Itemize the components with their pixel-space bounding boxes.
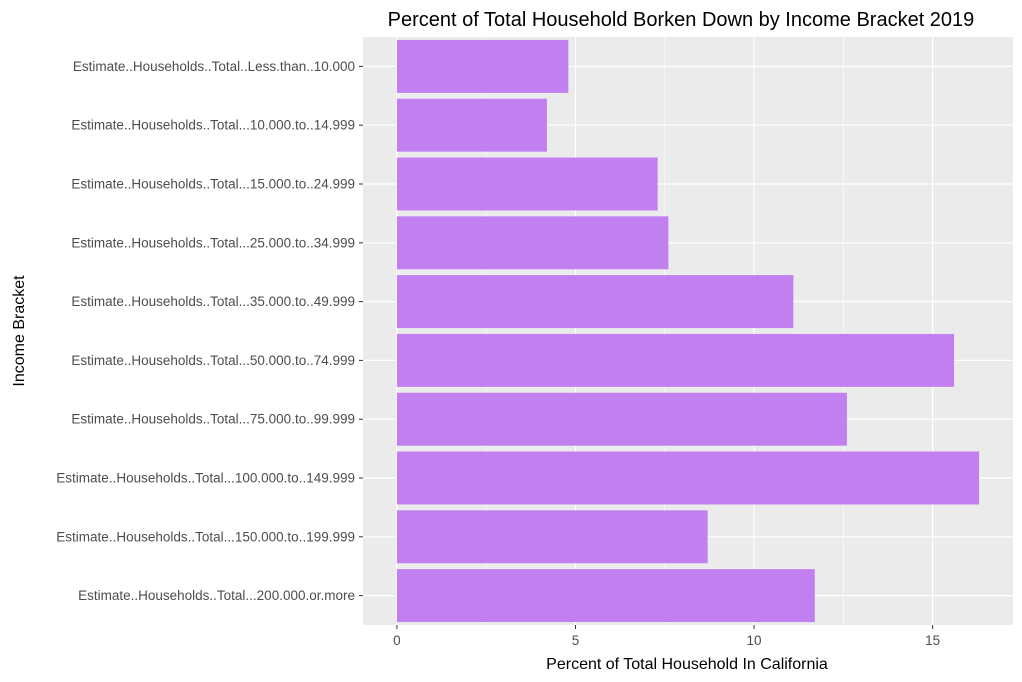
bar	[396, 333, 955, 387]
bar	[396, 451, 980, 505]
x-tick-label: 15	[925, 633, 940, 648]
bar	[396, 569, 815, 623]
bar	[396, 157, 658, 211]
y-tick-label: Estimate..Households..Total...25.000.to.…	[71, 235, 355, 250]
y-tick-label: Estimate..Households..Total...15.000.to.…	[71, 177, 355, 192]
chart-title: Percent of Total Household Borken Down b…	[388, 9, 975, 31]
y-tick-label: Estimate..Households..Total...150.000.to…	[56, 529, 355, 544]
y-tick-label: Estimate..Households..Total...200.000.or…	[78, 588, 355, 603]
y-tick-label: Estimate..Households..Total...100.000.to…	[56, 471, 355, 486]
x-axis: 0 5 10 15	[393, 625, 940, 648]
y-tick-label: Estimate..Households..Total...75.000.to.…	[71, 412, 355, 427]
bars	[396, 39, 980, 623]
bar	[396, 39, 569, 93]
y-tick-label: Estimate..Households..Total...10.000.to.…	[71, 118, 355, 133]
x-axis-title: Percent of Total Household In California	[546, 656, 828, 673]
bar	[396, 275, 794, 329]
bar	[396, 216, 669, 270]
y-axis: Estimate..Households..Total..Less.than..…	[56, 59, 363, 603]
y-tick-label: Estimate..Households..Total...50.000.to.…	[71, 353, 355, 368]
bar	[396, 98, 547, 152]
x-tick-label: 5	[572, 633, 580, 648]
y-tick-label: Estimate..Households..Total..Less.than..…	[73, 59, 355, 74]
bar	[396, 510, 708, 564]
y-axis-title: Income Bracket	[11, 275, 28, 387]
x-tick-label: 10	[747, 633, 762, 648]
x-tick-label: 0	[393, 633, 401, 648]
y-tick-label: Estimate..Households..Total...35.000.to.…	[71, 294, 355, 309]
bar	[396, 392, 847, 446]
